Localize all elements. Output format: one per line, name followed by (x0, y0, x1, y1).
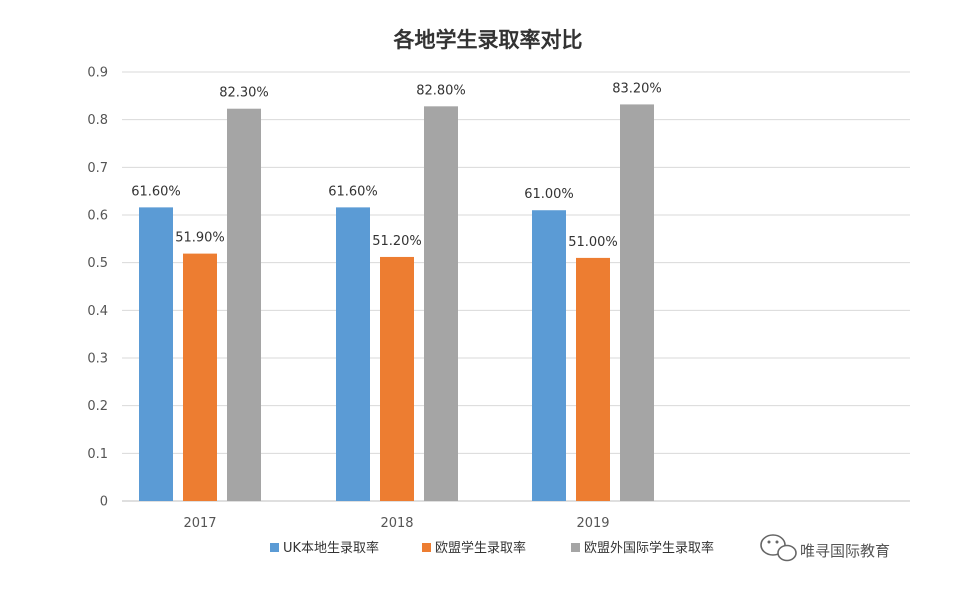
data-labels: 61.60% 51.90% 82.30% 61.60% 51.20% 82.80% 61.0… (131, 81, 662, 249)
y-tick-label: 0.5 (87, 256, 108, 271)
data-label: 61.60% (328, 184, 378, 199)
y-tick-label: 0.7 (87, 161, 108, 176)
bar (424, 106, 458, 501)
data-label: 51.00% (568, 235, 618, 250)
x-tick-label: 2018 (380, 516, 413, 531)
bar (227, 108, 261, 501)
y-tick-label: 0.4 (87, 304, 108, 319)
x-axis: 2017 2018 2019 (183, 516, 609, 531)
data-label: 61.00% (524, 187, 574, 202)
x-tick-label: 2019 (576, 516, 609, 531)
legend: UK本地生录取率 欧盟学生录取率 欧盟外国际学生录取率 (270, 540, 714, 556)
data-label: 61.60% (131, 184, 181, 199)
legend-label: 欧盟学生录取率 (435, 540, 526, 556)
bar (183, 253, 217, 501)
chart-title: 各地学生录取率对比 (393, 27, 583, 52)
legend-swatch (571, 543, 580, 552)
data-label: 51.90% (175, 231, 225, 246)
legend-swatch (422, 543, 431, 552)
y-tick-label: 0 (100, 495, 108, 510)
legend-label: UK本地生录取率 (283, 540, 379, 556)
y-tick-label: 0.3 (87, 352, 108, 367)
data-label: 82.30% (219, 86, 269, 101)
legend-swatch (270, 543, 279, 552)
watermark-text: 唯寻国际教育 (800, 542, 890, 560)
bar (139, 207, 173, 501)
x-tick-label: 2017 (183, 516, 216, 531)
bar (380, 256, 414, 501)
y-axis: 0 0.1 0.2 0.3 0.4 0.5 0.6 0.7 0.8 0.9 (87, 66, 108, 510)
legend-label: 欧盟外国际学生录取率 (584, 540, 714, 556)
data-label: 83.20% (612, 81, 662, 96)
bar (336, 207, 370, 501)
data-label: 82.80% (416, 83, 466, 98)
data-label: 51.20% (372, 234, 422, 249)
bar (532, 210, 566, 501)
y-tick-label: 0.8 (87, 113, 108, 128)
y-tick-label: 0.6 (87, 209, 108, 224)
wechat-logo-icon (760, 534, 797, 562)
bars (139, 104, 654, 501)
y-tick-label: 0.1 (87, 447, 108, 462)
bar (620, 104, 654, 501)
y-tick-label: 0.2 (87, 399, 108, 414)
y-tick-label: 0.9 (87, 66, 108, 81)
bar (576, 257, 610, 501)
